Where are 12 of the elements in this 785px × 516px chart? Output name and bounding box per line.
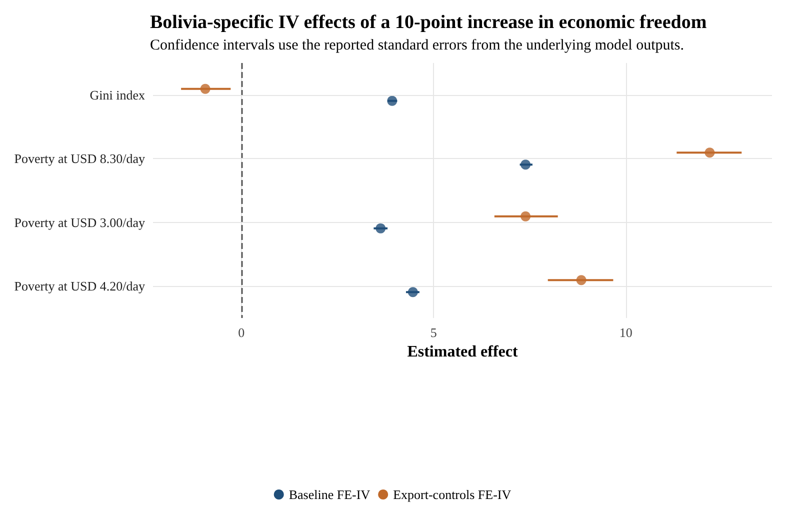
y-tick-label: Gini index xyxy=(90,87,146,102)
y-tick-label: Poverty at USD 8.30/day xyxy=(14,151,146,166)
y-tick-label: Poverty at USD 3.00/day xyxy=(14,214,146,230)
y-tick-label: Poverty at USD 4.20/day xyxy=(14,278,146,294)
legend-label: Export-controls FE-IV xyxy=(393,487,512,502)
chart-title: Bolivia-specific IV effects of a 10-point increase in economic freedom xyxy=(150,12,707,33)
x-tick-label: 10 xyxy=(619,325,632,340)
chart-subtitle: Confidence intervals use the reported standard errors from the underlying model outputs. xyxy=(150,38,684,54)
x-axis-title: Estimated effect xyxy=(407,344,518,360)
x-tick-label: 5 xyxy=(430,325,437,340)
x-tick-label: 0 xyxy=(238,325,245,340)
legend-label: Baseline FE-IV xyxy=(288,487,371,502)
